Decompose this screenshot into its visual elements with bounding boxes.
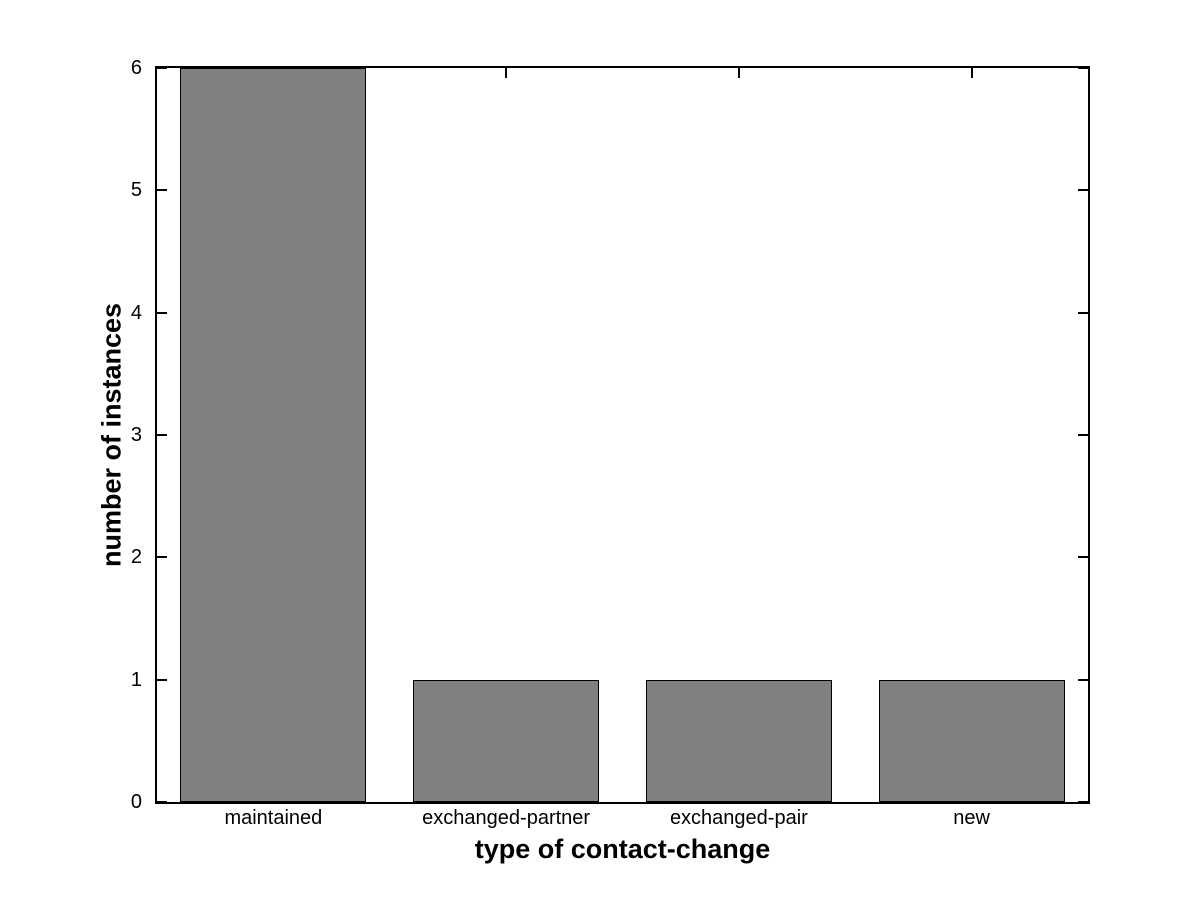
y-axis-tick-left [157, 678, 167, 681]
x-axis-tick-top [737, 68, 740, 78]
y-tick-label: 0 [130, 791, 142, 813]
y-axis-tick-left [157, 189, 167, 192]
y-tick-label: 1 [130, 668, 142, 691]
y-tick-label: 5 [130, 179, 142, 202]
y-axis-tick-left [157, 801, 167, 803]
plot-area [155, 66, 1090, 804]
bar-exchanged-partner [413, 679, 600, 802]
x-tick-label: exchanged-partner [422, 807, 591, 829]
y-axis-tick-right [1078, 556, 1088, 559]
y-axis-tick-right [1078, 801, 1088, 803]
y-axis-tick-right [1078, 434, 1088, 436]
y-axis-tick-right [1078, 67, 1088, 69]
y-tick-label: 3 [130, 424, 142, 446]
x-tick-label: exchanged-pair [669, 807, 808, 829]
y-tick-label: 2 [130, 546, 142, 569]
y-axis-tick-left [157, 434, 167, 436]
y-tick-label: 6 [130, 57, 142, 79]
y-axis-tick-left [157, 556, 167, 559]
bar-exchanged-pair [645, 679, 832, 802]
y-axis-tick-left [157, 67, 167, 69]
x-tick-label: new [953, 807, 990, 829]
x-axis-label: type of contact-change [474, 834, 771, 864]
x-axis-tick-top [505, 68, 508, 78]
bar-maintained [180, 68, 367, 802]
y-axis-tick-right [1078, 678, 1088, 681]
y-tick-label: 4 [130, 301, 142, 324]
bar-new [878, 679, 1065, 802]
x-axis-tick-top [970, 68, 973, 78]
y-axis-tick-right [1078, 189, 1088, 192]
y-axis-tick-left [157, 311, 167, 314]
y-axis-tick-right [1078, 311, 1088, 314]
x-tick-label: maintained [224, 807, 323, 829]
